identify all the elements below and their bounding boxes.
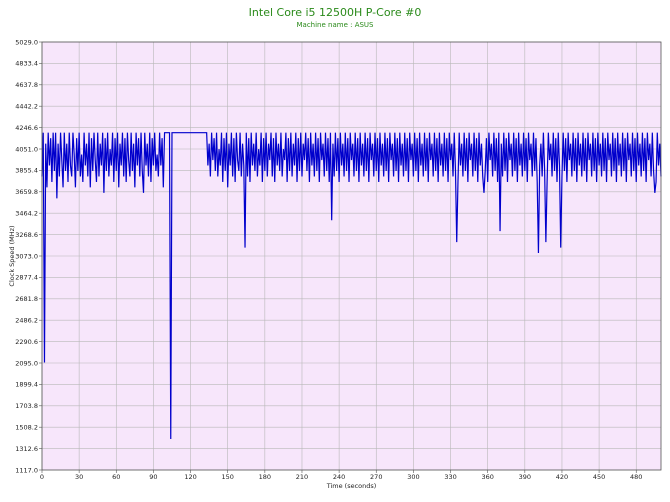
- y-tick-label: 4637.8: [15, 81, 38, 89]
- y-tick-label: 5029.0: [15, 38, 38, 46]
- y-tick-label: 1703.8: [15, 402, 38, 410]
- y-tick-label: 4442.2: [15, 103, 38, 111]
- x-tick-label: 270: [370, 473, 382, 481]
- x-tick-label: 330: [444, 473, 456, 481]
- y-tick-label: 2095.0: [15, 359, 38, 367]
- x-tick-label: 150: [221, 473, 233, 481]
- chart-title: Intel Core i5 12500H P-Core #0: [249, 6, 422, 19]
- x-axis-ticks: 0 30 60 90 120 150 180 210 240 270 300 330 360 390 420…: [40, 470, 642, 481]
- y-tick-label: 2681.8: [15, 295, 38, 303]
- y-tick-label: 3464.2: [15, 210, 38, 218]
- series-line-clock-speed: [41, 132, 662, 440]
- y-axis-ticks: 1117.0 1312.6 1508.2 1703.8 1899.4 2095.0 2290…: [15, 38, 42, 474]
- x-tick-label: 90: [149, 473, 157, 481]
- x-axis-label: Time (seconds): [326, 482, 377, 490]
- y-tick-label: 1312.6: [15, 445, 38, 453]
- y-tick-label: 4833.4: [15, 60, 38, 68]
- chart-subtitle: Machine name : ASUS: [297, 21, 375, 29]
- y-tick-label: 1508.2: [15, 424, 38, 432]
- y-axis-label: Clock Speed (MHz): [8, 225, 16, 286]
- plot-frame: [41, 41, 662, 471]
- x-tick-label: 240: [333, 473, 345, 481]
- y-tick-label: 1899.4: [15, 381, 38, 389]
- grid-lines: [41, 41, 661, 471]
- x-tick-label: 390: [519, 473, 531, 481]
- x-tick-label: 30: [75, 473, 83, 481]
- y-tick-label: 4051.0: [15, 145, 38, 153]
- x-tick-label: 120: [184, 473, 196, 481]
- x-tick-label: 210: [296, 473, 308, 481]
- y-tick-label: 2290.6: [15, 338, 38, 346]
- x-tick-label: 450: [593, 473, 605, 481]
- x-tick-label: 360: [481, 473, 493, 481]
- y-tick-label: 3268.6: [15, 231, 38, 239]
- x-tick-label: 420: [556, 473, 568, 481]
- y-tick-label: 2486.2: [15, 317, 38, 325]
- y-tick-label: 3073.0: [15, 252, 38, 260]
- y-tick-label: 2877.4: [15, 274, 38, 282]
- x-tick-label: 300: [407, 473, 419, 481]
- y-tick-label: 4246.6: [15, 124, 38, 132]
- y-tick-label: 3855.4: [15, 167, 38, 175]
- x-tick-label: 0: [40, 473, 44, 481]
- y-tick-label: 1117.0: [15, 466, 38, 474]
- x-tick-label: 60: [112, 473, 120, 481]
- x-tick-label: 180: [259, 473, 271, 481]
- x-tick-label: 480: [630, 473, 642, 481]
- y-tick-label: 3659.8: [15, 188, 38, 196]
